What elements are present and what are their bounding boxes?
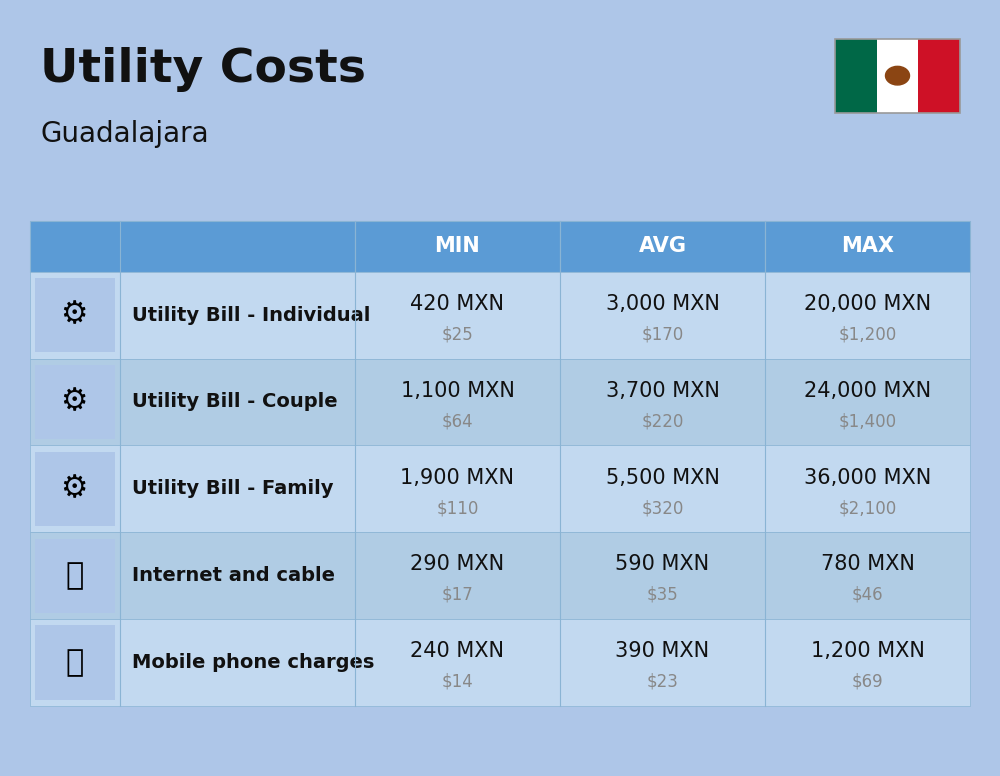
Text: Utility Costs: Utility Costs	[40, 47, 366, 92]
Text: $320: $320	[641, 499, 684, 517]
Text: ⚙️: ⚙️	[61, 474, 89, 504]
Bar	[35, 625, 115, 700]
Text: MAX: MAX	[841, 237, 894, 256]
Bar	[355, 221, 560, 272]
Bar	[835, 39, 877, 113]
Text: $35: $35	[647, 586, 678, 604]
Text: $25: $25	[442, 325, 473, 343]
Text: 5,500 MXN: 5,500 MXN	[606, 468, 719, 487]
Text: 420 MXN: 420 MXN	[410, 294, 504, 314]
Text: $69: $69	[852, 673, 883, 691]
Text: MIN: MIN	[435, 237, 480, 256]
Bar	[30, 359, 970, 445]
Text: Internet and cable: Internet and cable	[132, 566, 335, 585]
Text: ⚙️: ⚙️	[61, 300, 89, 330]
Text: $110: $110	[436, 499, 479, 517]
Text: 1,200 MXN: 1,200 MXN	[811, 642, 924, 661]
Text: $46: $46	[852, 586, 883, 604]
Text: 24,000 MXN: 24,000 MXN	[804, 381, 931, 400]
Bar	[30, 221, 355, 272]
Bar	[765, 221, 970, 272]
Text: 240 MXN: 240 MXN	[410, 642, 504, 661]
Text: 390 MXN: 390 MXN	[615, 642, 710, 661]
Bar	[30, 532, 970, 619]
Bar	[918, 39, 960, 113]
Text: $220: $220	[641, 412, 684, 430]
Text: $23: $23	[647, 673, 678, 691]
Text: $1,200: $1,200	[838, 325, 897, 343]
Text: 780 MXN: 780 MXN	[821, 555, 914, 574]
Bar	[30, 272, 970, 359]
Bar	[35, 278, 115, 352]
Text: 📱: 📱	[66, 648, 84, 677]
Text: $64: $64	[442, 412, 473, 430]
Text: $17: $17	[442, 586, 473, 604]
Text: 3,700 MXN: 3,700 MXN	[606, 381, 719, 400]
Bar	[35, 365, 115, 439]
Circle shape	[886, 66, 910, 85]
Text: $14: $14	[442, 673, 473, 691]
Text: $1,400: $1,400	[838, 412, 897, 430]
Text: 590 MXN: 590 MXN	[615, 555, 710, 574]
Text: Utility Bill - Family: Utility Bill - Family	[132, 480, 334, 498]
Text: Utility Bill - Couple: Utility Bill - Couple	[132, 393, 338, 411]
Text: ⚙️: ⚙️	[61, 387, 89, 417]
Bar	[30, 619, 970, 706]
Text: 📶: 📶	[66, 561, 84, 591]
Text: 36,000 MXN: 36,000 MXN	[804, 468, 931, 487]
Text: $170: $170	[641, 325, 684, 343]
Text: Mobile phone charges: Mobile phone charges	[132, 653, 374, 672]
Text: AVG: AVG	[639, 237, 686, 256]
Bar	[560, 221, 765, 272]
Bar	[35, 539, 115, 613]
Text: 3,000 MXN: 3,000 MXN	[606, 294, 719, 314]
Text: 1,100 MXN: 1,100 MXN	[401, 381, 514, 400]
Bar	[877, 39, 918, 113]
Text: 20,000 MXN: 20,000 MXN	[804, 294, 931, 314]
Bar	[35, 452, 115, 526]
Text: 290 MXN: 290 MXN	[410, 555, 505, 574]
Text: 1,900 MXN: 1,900 MXN	[400, 468, 514, 487]
Text: Utility Bill - Individual: Utility Bill - Individual	[132, 306, 370, 324]
Bar	[30, 445, 970, 532]
Text: $2,100: $2,100	[838, 499, 897, 517]
Text: Guadalajara: Guadalajara	[40, 120, 209, 148]
Bar	[835, 39, 960, 113]
